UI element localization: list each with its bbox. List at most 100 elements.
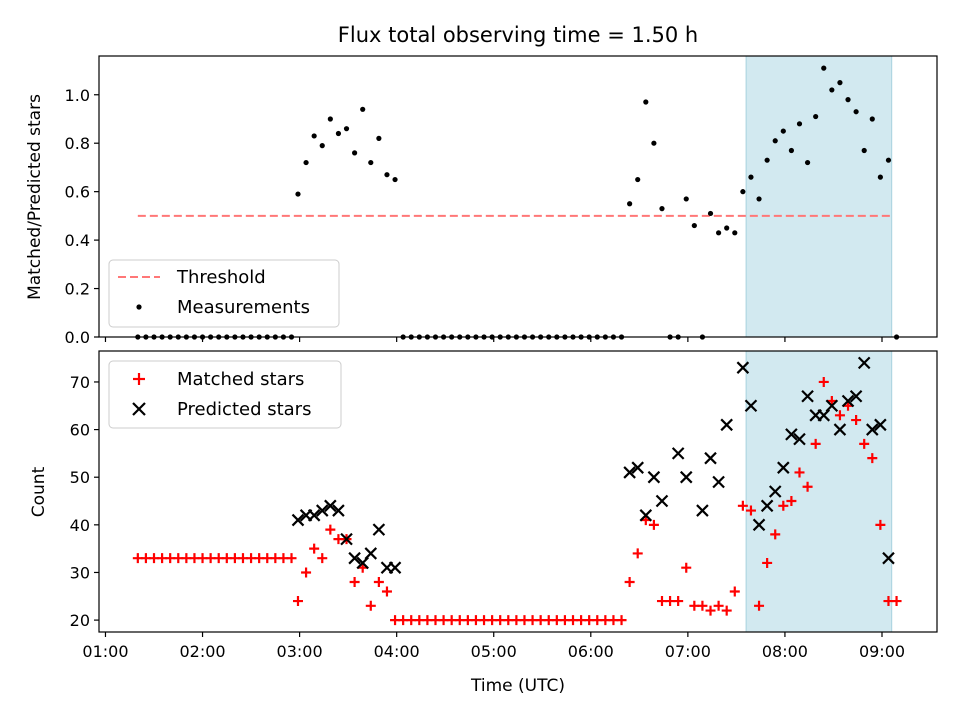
count-legend-box — [108, 360, 342, 429]
matched-star-point — [309, 543, 320, 554]
matched-star-point — [673, 596, 684, 607]
measurement-point — [651, 140, 657, 146]
legend-threshold-label: Threshold — [176, 267, 266, 288]
matched-star-point — [875, 519, 886, 530]
predicted-star-point — [671, 447, 685, 460]
y-tick-label: 20 — [70, 611, 90, 630]
matched-star-point — [632, 548, 643, 559]
predicted-star-point — [655, 494, 669, 508]
legend-matched-label: Matched stars — [177, 369, 304, 390]
predicted-star-point — [849, 389, 863, 403]
predicted-star-point — [768, 485, 782, 498]
predicted-star-point — [364, 547, 378, 560]
legend-predicted-label: Predicted stars — [177, 399, 311, 420]
predicted-star-point — [696, 504, 709, 517]
matched-star-point — [365, 600, 376, 611]
count-plot-frame — [98, 350, 938, 633]
y-tick-label: 60 — [70, 421, 90, 440]
measurement-point — [764, 157, 770, 163]
predicted-star-point — [841, 394, 855, 408]
matched-star-point — [794, 467, 805, 478]
measurement-point — [659, 206, 665, 212]
predicted-star-point — [833, 423, 847, 436]
predicted-star-point — [736, 361, 750, 374]
measurement-point — [845, 97, 851, 103]
predicted-star-point — [857, 356, 871, 370]
predicted-star-point — [785, 428, 798, 441]
matched-star-point — [737, 500, 748, 511]
predicted-star-point — [793, 432, 806, 446]
measurement-point — [837, 80, 843, 86]
matched-star-point — [834, 410, 845, 421]
y-tick-label: 50 — [70, 468, 90, 487]
matched-star-point — [867, 453, 878, 464]
predicted-star-point — [332, 504, 345, 517]
predicted-star-point — [866, 423, 879, 436]
matched-star-point — [616, 615, 627, 626]
measurement-point — [853, 109, 859, 115]
x-tick-label: 07:00 — [665, 642, 711, 661]
measurement-point — [311, 133, 317, 139]
x-tick-label: 03:00 — [277, 642, 323, 661]
predicted-star-point — [647, 470, 661, 484]
count-x-ticks: 01:00 02:00 03:00 04:00 05:00 06:00 07:00 08:00… — [82, 632, 905, 661]
measurement-point — [756, 196, 762, 202]
matched-star-point — [859, 438, 870, 449]
x-tick-label: 06:00 — [568, 642, 614, 661]
count-legend: Matched stars Predicted stars — [108, 360, 342, 429]
measurement-point — [627, 201, 633, 207]
x-axis-label: Time (UTC) — [470, 676, 565, 696]
measurement-point — [707, 210, 714, 217]
measurement-point — [319, 143, 325, 149]
matched-star-point — [317, 553, 328, 564]
measurement-point — [392, 176, 398, 183]
ratio-y-ticks: 0.0 0.2 0.4 0.6 0.8 1.0 — [65, 86, 99, 347]
count-y-axis-label: Count — [29, 466, 49, 517]
legend-matched-swatch — [133, 373, 145, 385]
ratio-x-ticks — [104, 337, 883, 342]
measurement-point — [683, 196, 689, 202]
matched-star-point — [381, 586, 392, 597]
predicted-star-point — [324, 499, 337, 513]
matched-star-point — [713, 600, 724, 611]
predicted-star-point — [340, 532, 353, 546]
predicted-star-point — [388, 561, 402, 574]
predicted-star-point — [760, 499, 774, 513]
y-tick-label: 0.8 — [65, 134, 90, 153]
measurement-point — [343, 126, 350, 132]
predicted-star-point — [874, 418, 887, 432]
matched-star-point — [778, 500, 789, 511]
measurement-point — [716, 230, 722, 236]
predicted-star-point — [307, 509, 321, 522]
count-shaded-region — [745, 350, 893, 633]
matched-star-point — [681, 562, 692, 573]
measurement-point — [376, 135, 382, 141]
matched-star-point — [373, 576, 384, 587]
matched-star-point — [721, 605, 732, 616]
y-tick-label: 0.0 — [65, 328, 90, 347]
measurement-point — [869, 116, 875, 122]
y-tick-label: 70 — [70, 373, 90, 392]
legend-measurements-swatch — [136, 304, 142, 310]
measurement-point — [780, 128, 786, 134]
matched-star-point — [325, 524, 336, 535]
matched-star-point — [818, 376, 829, 387]
matched-star-point — [754, 600, 765, 611]
predicted-star-point — [372, 523, 386, 536]
ratio-legend-box — [108, 259, 340, 328]
count-y-ticks: 20 30 40 50 60 70 — [70, 373, 99, 630]
measurement-point — [327, 116, 333, 122]
predicted-star-point — [348, 551, 361, 565]
predicted-star-point — [744, 399, 758, 413]
predicted-star-point — [623, 466, 636, 479]
measurement-point — [360, 106, 366, 112]
predicted-star-point — [704, 451, 717, 465]
x-tick-label: 01:00 — [82, 642, 128, 661]
measurement-point — [861, 147, 867, 154]
ratio-shaded-region — [745, 55, 893, 338]
matched-star-point — [729, 586, 740, 597]
matched-star-point — [745, 505, 756, 516]
measurement-point — [813, 113, 819, 120]
predicted-star-point — [315, 504, 329, 517]
measurement-point — [295, 191, 301, 197]
